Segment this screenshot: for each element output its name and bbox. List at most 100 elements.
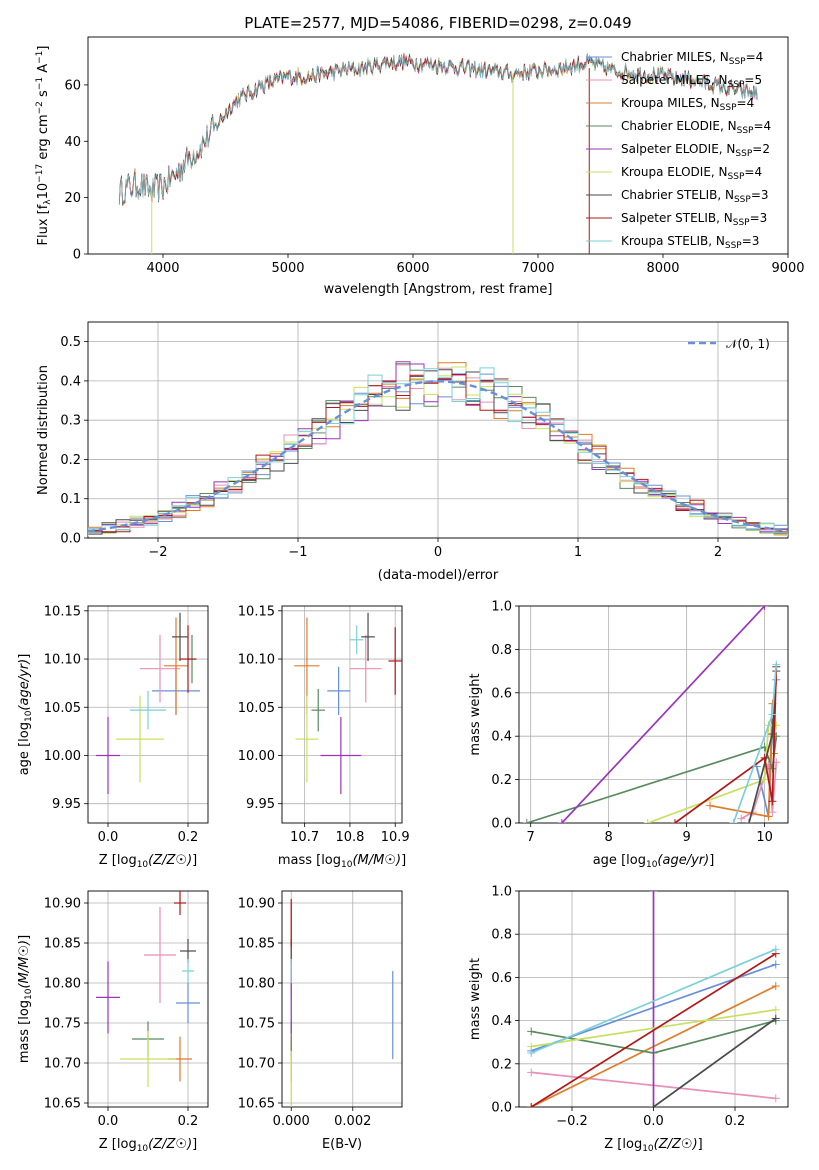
x-tick-label: 4000 [146, 261, 179, 276]
histogram-lines [88, 361, 788, 537]
y-axis-label: Flux [fλ10−17 erg cm−2 s−1 A−1] [35, 46, 53, 246]
y-tick-label: 0 [73, 248, 81, 263]
y-tick-label: 10.00 [238, 749, 275, 764]
weight-series-7 [653, 1017, 777, 1107]
errorbar-point-5 [96, 961, 120, 1034]
y-tick-label: 0.4 [491, 730, 512, 745]
errorbar-point-5 [96, 716, 120, 795]
y-tick-label: 10.65 [44, 1097, 81, 1112]
errorbar-point-2 [349, 634, 382, 703]
x-axis-label: wavelength [Angstrom, rest frame] [324, 282, 553, 297]
y-tick-label: 0.8 [491, 643, 512, 658]
y-tick-label: 10.05 [44, 701, 81, 716]
weight-series-6 [647, 724, 777, 823]
y-tick-label: 10.80 [44, 977, 81, 992]
errorbar-point-6 [295, 695, 319, 783]
y-tick-label: 0.0 [491, 1101, 512, 1116]
weight-series-5 [561, 606, 766, 823]
legend-entry: Salpeter MILES, NSSP=5 [621, 73, 762, 90]
y-axis-label: Normed distribution [36, 365, 51, 495]
x-tick-label: 10.8 [335, 830, 364, 845]
y-axis-label: age [log10(age/yr)] [17, 654, 34, 776]
legend-entry: Chabrier ELODIE, NSSP=4 [621, 119, 771, 136]
errorbar-point-8 [180, 625, 196, 693]
y-tick-label: 0.1 [60, 492, 81, 507]
y-tick-label: 0.0 [491, 817, 512, 832]
errorbar-point-1 [327, 666, 350, 715]
axes-frame [281, 605, 403, 824]
x-tick-label: 0 [434, 545, 442, 560]
errorbar-point-4 [311, 688, 326, 732]
y-tick-label: 0.2 [491, 1057, 512, 1072]
x-tick-label: 8000 [646, 261, 679, 276]
y-axis-label: mass weight [468, 958, 483, 1040]
x-tick-label: 0.0 [98, 830, 119, 845]
y-tick-label: 10.85 [44, 937, 81, 952]
y-tick-label: 9.95 [246, 797, 275, 812]
x-tick-label: 1 [574, 545, 582, 560]
normal-curve [88, 380, 788, 533]
y-tick-label: 0.4 [60, 374, 81, 389]
weight-lines [527, 891, 780, 1107]
x-tick-label: 9000 [771, 261, 804, 276]
y-tick-label: 10.05 [238, 701, 275, 716]
y-tick-label: 10.00 [44, 749, 81, 764]
weight-series-6 [531, 1008, 776, 1048]
weight-lines [522, 606, 781, 823]
axes-frame [518, 605, 789, 824]
errorbar-point-7 [361, 612, 375, 661]
y-tick-label: 10.70 [238, 1057, 275, 1072]
y-tick-label: 0.3 [60, 414, 81, 429]
legend-entry: Chabrier MILES, NSSP=4 [621, 50, 763, 67]
x-tick-label: 7 [527, 830, 535, 845]
weight-series-8 [530, 952, 777, 1107]
y-tick-label: 10.10 [238, 653, 275, 668]
errorbar-point-9 [182, 959, 194, 983]
axes-frame [87, 605, 209, 824]
y-tick-label: 10.80 [238, 977, 275, 992]
x-axis-label: E(B-V) [322, 1137, 362, 1152]
panel-age-vs-mass: 10.7 10.8 10.9 9.95 10.00 10.05 10.10 10.15 mass… [238, 604, 410, 870]
y-tick-label: 10.75 [238, 1017, 275, 1032]
y-tick-label: 10.70 [44, 1057, 81, 1072]
y-tick-label: 0.0 [60, 532, 81, 547]
y-tick-label: 10.90 [44, 897, 81, 912]
x-tick-label: 0.0 [643, 1114, 664, 1129]
legend-entry: Salpeter ELODIE, NSSP=2 [621, 142, 770, 159]
y-tick-label: 10.85 [238, 937, 275, 952]
y-tick-label: 1.0 [491, 600, 512, 615]
x-axis-label: Z [log10(Z/Z☉)] [99, 1137, 197, 1154]
x-tick-label: 0.000 [273, 1114, 310, 1129]
y-tick-label: 10.90 [238, 897, 275, 912]
panel-mass-vs-Z: 0.0 0.2 10.65 10.70 10.75 10.80 10.85 10.90 Z [l… [17, 890, 209, 1154]
y-tick-label: 20 [64, 191, 81, 206]
x-axis-label: mass [log10(M/M☉)] [278, 853, 406, 870]
y-tick-label: 0.8 [491, 928, 512, 943]
x-tick-label: 0.2 [178, 830, 199, 845]
legend-entry: Kroupa STELIB, NSSP=3 [621, 234, 759, 251]
y-tick-label: 1.0 [491, 885, 512, 900]
errorbar-point-2 [144, 907, 176, 1003]
panel-mass-vs-ebv: 0.000 0.002 10.65 10.70 10.75 10.80 10.85 10.90… [238, 890, 403, 1152]
legend-entry: Chabrier STELIB, NSSP=3 [621, 188, 769, 205]
errorbar-point-7 [172, 612, 188, 661]
axes-frame [87, 890, 209, 1108]
x-tick-label: 7000 [521, 261, 554, 276]
panel-age-vs-Z: 0.0 0.2 9.95 10.00 10.05 10.10 10.15 Z [log10(Z… [17, 604, 209, 870]
errorbar-point-2 [140, 634, 180, 703]
y-tick-label: 10.15 [44, 604, 81, 619]
weight-series-8 [674, 666, 778, 823]
figure-title: PLATE=2577, MJD=54086, FIBERID=0298, z=0… [244, 14, 631, 32]
y-tick-label: 10.10 [44, 653, 81, 668]
errorbar-point-9 [349, 625, 364, 655]
x-tick-label: −0.2 [556, 1114, 588, 1129]
y-tick-label: 60 [64, 78, 81, 93]
x-tick-label: −1 [288, 545, 307, 560]
y-tick-label: 0.2 [491, 773, 512, 788]
y-axis-label: mass weight [468, 673, 483, 755]
x-tick-label: −2 [148, 545, 167, 560]
y-tick-label: 10.15 [238, 604, 275, 619]
panel-residuals: −2 −1 0 1 2 0.0 0.1 0.2 0.3 0.4 0.5 𝒩(0, 1) (data-mo… [36, 321, 789, 583]
x-axis-label: Z [log10(Z/Z☉)] [99, 853, 197, 870]
x-tick-label: 6000 [396, 261, 429, 276]
